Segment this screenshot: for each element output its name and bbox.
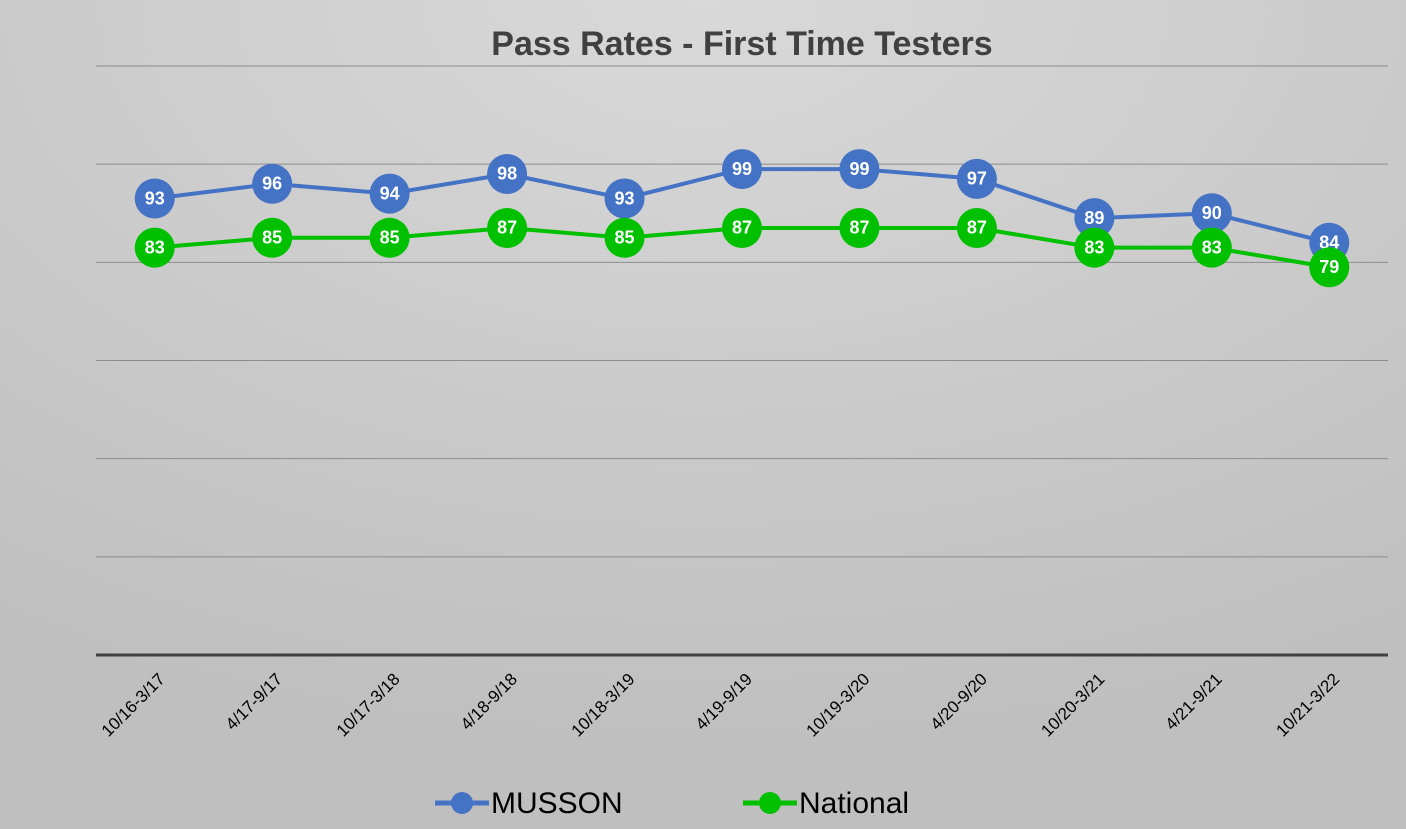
data-label: 85	[262, 228, 282, 248]
data-label: 85	[380, 228, 400, 248]
data-label: 93	[145, 188, 165, 208]
marker	[134, 227, 175, 268]
data-label: 94	[380, 183, 400, 203]
data-label: 99	[732, 159, 752, 179]
marker	[1074, 227, 1115, 268]
marker	[134, 178, 175, 219]
data-label: 90	[1202, 203, 1222, 223]
marker	[369, 217, 410, 258]
marker	[487, 153, 528, 194]
marker	[722, 149, 762, 190]
marker	[1074, 198, 1115, 239]
chart-title: Pass Rates - First Time Testers	[491, 25, 992, 63]
legend-marker	[451, 792, 473, 814]
marker	[1191, 193, 1232, 234]
data-label: 96	[262, 174, 282, 194]
data-label: 87	[849, 218, 869, 238]
data-label: 83	[1084, 237, 1104, 257]
data-label: 87	[497, 218, 517, 238]
marker	[1191, 227, 1232, 268]
marker	[956, 158, 997, 199]
marker	[487, 207, 528, 248]
marker	[956, 207, 997, 248]
data-label: 93	[615, 188, 635, 208]
marker	[722, 207, 762, 248]
marker	[252, 163, 293, 204]
data-label: 84	[1319, 232, 1339, 252]
marker	[604, 217, 645, 258]
marker	[369, 173, 410, 214]
data-label: 99	[849, 159, 869, 179]
marker	[604, 178, 645, 219]
data-label: 97	[967, 169, 987, 189]
legend-label: National	[799, 787, 909, 820]
data-label: 85	[615, 228, 635, 248]
data-label: 98	[497, 164, 517, 184]
marker	[839, 207, 880, 248]
data-label: 79	[1319, 257, 1339, 277]
data-label: 83	[1202, 237, 1222, 257]
data-label: 87	[732, 218, 752, 238]
data-label: 87	[967, 218, 987, 238]
data-label: 83	[145, 237, 165, 257]
marker	[839, 149, 880, 190]
legend-label: MUSSON	[491, 787, 623, 820]
marker	[252, 217, 293, 258]
marker	[1309, 247, 1350, 288]
legend-marker	[759, 792, 781, 814]
data-label: 89	[1084, 208, 1104, 228]
